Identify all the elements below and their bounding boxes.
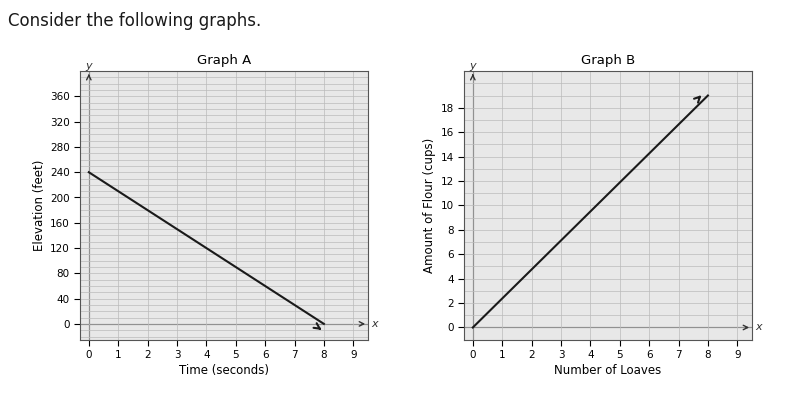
X-axis label: Number of Loaves: Number of Loaves [554, 364, 662, 377]
X-axis label: Time (seconds): Time (seconds) [179, 364, 269, 377]
Y-axis label: Elevation (feet): Elevation (feet) [33, 160, 46, 251]
Text: y: y [86, 61, 92, 71]
Text: x: x [371, 319, 378, 329]
Title: Graph A: Graph A [197, 54, 251, 67]
Text: x: x [755, 322, 762, 333]
Title: Graph B: Graph B [581, 54, 635, 67]
Y-axis label: Amount of Flour (cups): Amount of Flour (cups) [423, 138, 436, 273]
Text: Consider the following graphs.: Consider the following graphs. [8, 12, 262, 30]
Text: y: y [470, 61, 476, 71]
